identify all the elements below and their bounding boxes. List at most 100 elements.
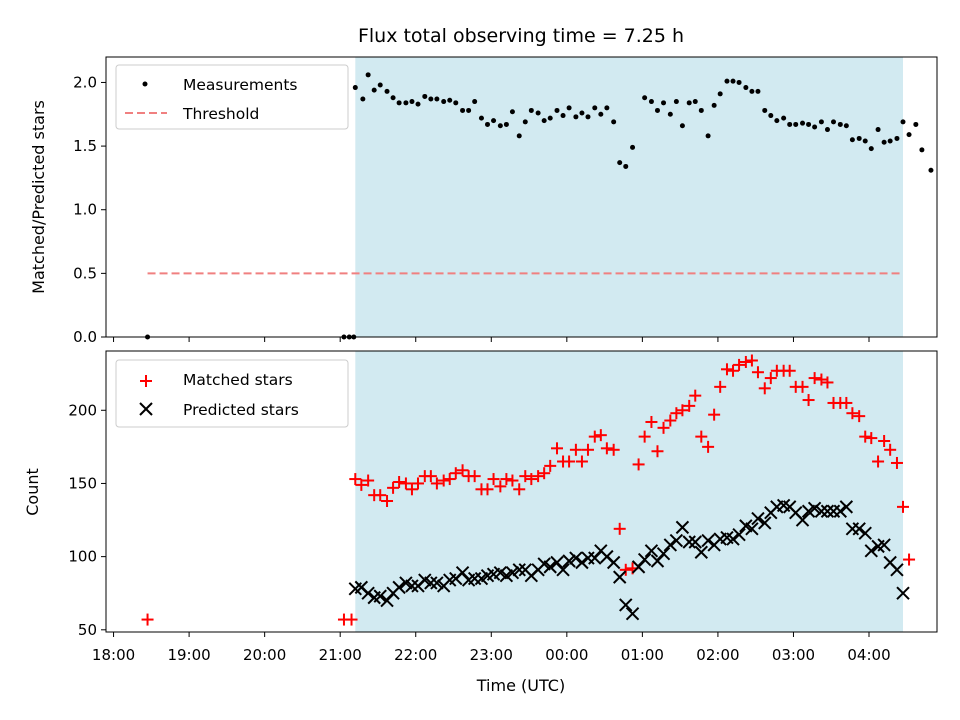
matched-point — [481, 483, 494, 496]
matched-point — [141, 613, 154, 626]
predicted-point — [575, 555, 589, 570]
measurement-point — [800, 120, 806, 126]
bottom-legend-box — [115, 359, 349, 428]
measurement-point — [623, 163, 629, 169]
predicted-point — [726, 532, 740, 546]
bottom-legend: Matched stars Predicted stars — [115, 359, 349, 428]
bottom-y-tick-label: 150 — [68, 474, 97, 492]
matched-point — [538, 467, 551, 480]
measurement-point — [831, 119, 837, 125]
matched-point — [569, 443, 582, 456]
measurement-point — [497, 123, 503, 129]
matched-point — [708, 408, 721, 421]
bottom-y-tick-label: 50 — [78, 621, 97, 639]
measurement-point — [843, 123, 849, 129]
measurement-point — [868, 146, 874, 152]
top-y-tick-label: 1.0 — [73, 201, 97, 219]
top-x-ticks — [113, 337, 870, 342]
measurement-point — [673, 99, 679, 105]
matched-point — [733, 358, 746, 371]
matched-point — [594, 429, 607, 442]
predicted-point — [758, 516, 772, 530]
top-y-tick-label: 1.5 — [73, 137, 97, 155]
matched-point — [802, 394, 815, 407]
predicted-point — [644, 544, 659, 558]
matched-point — [890, 456, 903, 469]
measurement-point — [365, 72, 371, 78]
matched-point — [751, 366, 764, 379]
matched-point — [702, 440, 715, 453]
matched-point — [525, 473, 538, 486]
measurement-point — [648, 99, 654, 105]
measurement-point — [793, 121, 799, 127]
matched-point — [783, 364, 796, 377]
measurement-point — [352, 85, 358, 91]
matched-point — [345, 613, 358, 626]
measurement-point — [743, 85, 749, 91]
measurement-point — [717, 91, 723, 97]
x-tick-label: 03:00 — [772, 646, 815, 664]
matched-point — [374, 489, 387, 502]
matched-point — [563, 455, 576, 468]
measurement-point — [566, 105, 572, 111]
x-tick-label: 00:00 — [545, 646, 588, 664]
measurement-point — [409, 99, 415, 105]
matched-point — [865, 432, 878, 445]
matched-point — [613, 522, 626, 535]
measurement-point — [667, 111, 673, 117]
top-y-axis-label: Matched/Predicted stars — [29, 100, 48, 294]
measurement-point — [856, 135, 862, 141]
measurement-point — [441, 99, 447, 105]
measurement-point — [762, 107, 768, 113]
matched-point — [581, 443, 594, 456]
predicted-point — [361, 586, 375, 600]
bottom-y-axis-label: Count — [23, 468, 42, 516]
top-y-tick-label: 0.5 — [73, 264, 97, 282]
matched-point — [878, 435, 891, 448]
measurement-point — [787, 121, 793, 127]
predicted-point — [839, 500, 854, 514]
bottom-panel-frame — [105, 350, 938, 633]
predicted-point — [820, 504, 835, 518]
chart-title: Flux total observing time = 7.25 h — [358, 25, 684, 47]
bottom-predicted-points — [348, 498, 910, 621]
legend-predicted-label: Predicted stars — [183, 401, 299, 419]
matched-point — [532, 470, 545, 483]
measurement-point — [774, 118, 780, 124]
legend-matched-marker — [140, 375, 152, 387]
matched-point — [588, 430, 601, 443]
measurement-point — [724, 78, 730, 84]
top-y-tick-label: 2.0 — [73, 73, 97, 91]
matched-point — [519, 470, 532, 483]
predicted-point — [656, 546, 671, 561]
matched-point — [739, 355, 752, 368]
predicted-point — [663, 538, 678, 552]
measurement-point — [604, 105, 610, 111]
bottom-observing-window-shade — [355, 351, 904, 632]
measurement-point — [384, 88, 390, 94]
measurement-point — [881, 139, 887, 145]
measurement-point — [503, 121, 509, 127]
measurement-point — [428, 96, 434, 102]
top-panel: 0.0 0.5 1.0 1.5 2.0 Flux total observing tim… — [29, 25, 938, 346]
predicted-point — [896, 586, 910, 600]
predicted-point — [732, 527, 746, 542]
matched-point — [808, 372, 821, 385]
legend-matched-label: Matched stars — [183, 371, 293, 389]
measurement-point — [749, 88, 755, 94]
predicted-point — [701, 533, 715, 548]
measurement-point — [460, 107, 466, 113]
matched-point — [551, 442, 564, 455]
predicted-point — [637, 552, 652, 567]
predicted-point — [751, 511, 765, 526]
predicted-point — [694, 545, 709, 559]
matched-point — [815, 373, 828, 386]
matched-point — [362, 474, 375, 487]
measurement-point — [585, 114, 591, 120]
matched-point — [443, 473, 456, 486]
matched-point — [859, 430, 872, 443]
matched-point — [506, 474, 519, 487]
matched-point — [720, 363, 733, 376]
measurement-point — [919, 147, 925, 153]
x-tick-label: 21:00 — [319, 646, 362, 664]
